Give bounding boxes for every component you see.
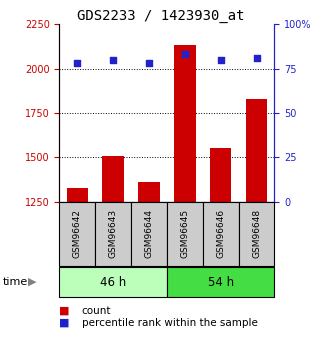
- Text: GSM96643: GSM96643: [108, 209, 118, 258]
- Text: 54 h: 54 h: [208, 276, 234, 288]
- Text: ■: ■: [59, 306, 70, 315]
- Point: [75, 60, 80, 66]
- Text: time: time: [3, 277, 29, 287]
- Text: percentile rank within the sample: percentile rank within the sample: [82, 318, 258, 327]
- Point: [218, 57, 223, 62]
- Point: [182, 52, 187, 57]
- Bar: [138, 182, 160, 345]
- Bar: [210, 148, 231, 345]
- Text: GSM96645: GSM96645: [180, 209, 189, 258]
- Text: count: count: [82, 306, 111, 315]
- Text: ▶: ▶: [28, 277, 36, 287]
- Point: [146, 60, 152, 66]
- Bar: [66, 188, 88, 345]
- Text: GDS2233 / 1423930_at: GDS2233 / 1423930_at: [77, 9, 244, 23]
- Bar: [246, 99, 267, 345]
- Text: ■: ■: [59, 318, 70, 327]
- Text: GSM96646: GSM96646: [216, 209, 225, 258]
- Text: GSM96642: GSM96642: [73, 209, 82, 258]
- Text: 46 h: 46 h: [100, 276, 126, 288]
- Text: GSM96648: GSM96648: [252, 209, 261, 258]
- Point: [110, 57, 116, 62]
- Text: GSM96644: GSM96644: [144, 209, 153, 258]
- Point: [254, 55, 259, 61]
- Bar: [174, 46, 195, 345]
- Bar: [102, 156, 124, 345]
